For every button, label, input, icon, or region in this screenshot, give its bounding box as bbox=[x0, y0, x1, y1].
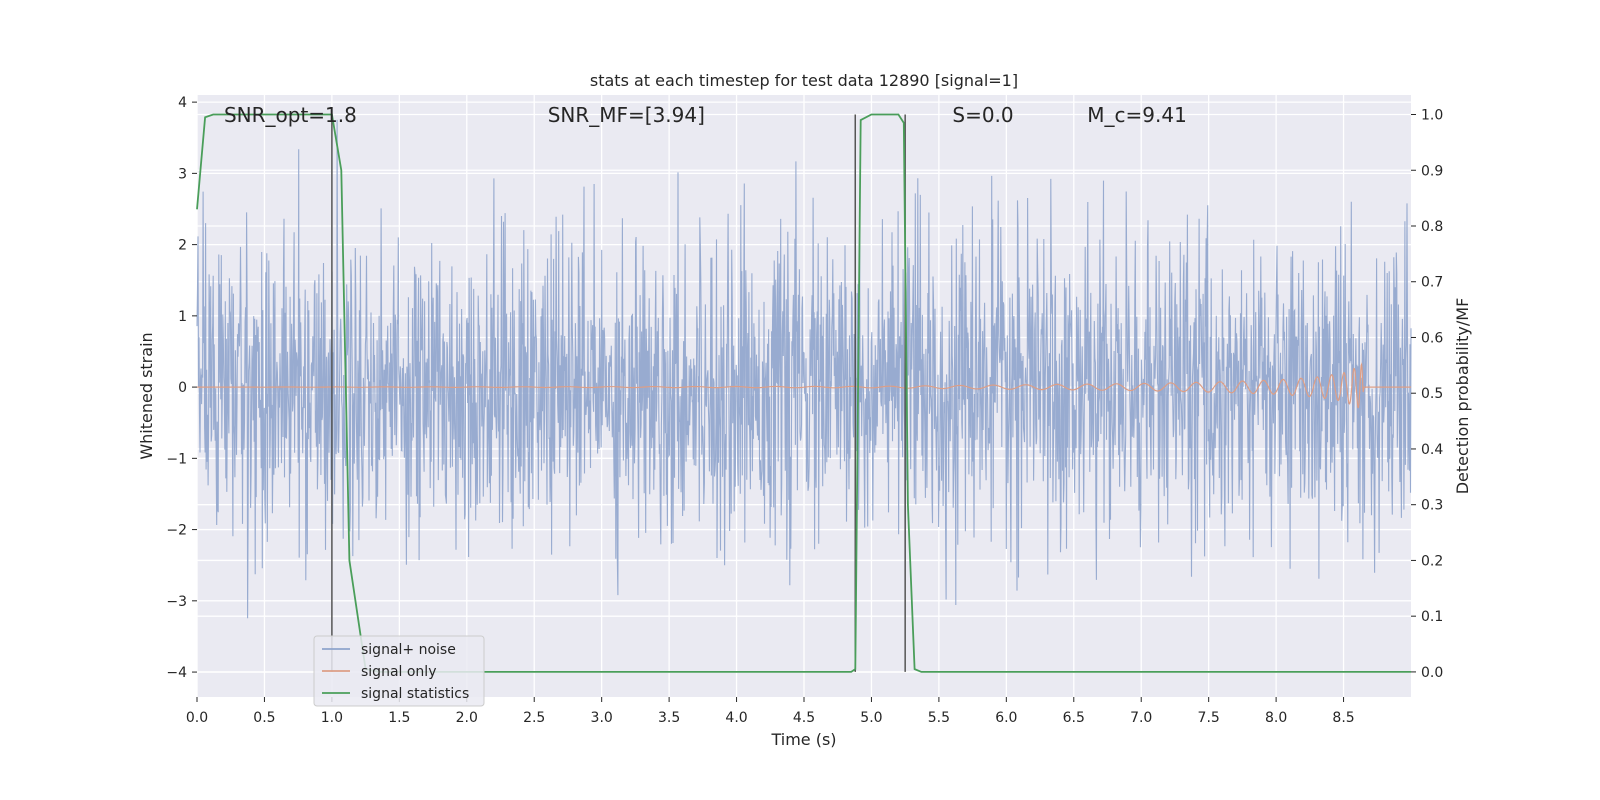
y-tick-label-right: 0.1 bbox=[1421, 609, 1443, 625]
x-tick-label: 4.5 bbox=[793, 710, 815, 726]
series-signal-only bbox=[197, 362, 1411, 409]
y-tick-label-right: 0.8 bbox=[1421, 219, 1443, 235]
y-tick-label-right: 1.0 bbox=[1421, 108, 1443, 124]
legend-label-signal-only: signal only bbox=[361, 664, 436, 680]
y-tick-label-right: 0.2 bbox=[1421, 553, 1443, 569]
y-tick-label-right: 0.0 bbox=[1421, 665, 1443, 681]
series-signal-statistics bbox=[196, 113, 1411, 673]
annotation-text: M_c=9.41 bbox=[1087, 103, 1187, 127]
x-tick-label: 7.0 bbox=[1130, 710, 1152, 726]
annotation-text: SNR_MF=[3.94] bbox=[548, 103, 705, 127]
y-tick-label-left: 0 bbox=[178, 380, 187, 396]
legend-box bbox=[313, 635, 485, 707]
y-tick-label-right: 0.4 bbox=[1421, 442, 1443, 458]
ticks: 0.0 0.5 1.0 1.5 2.0 2.5 3.0 3.5 4.0 4.5 5.0 5.5 6.0 6… bbox=[166, 95, 1443, 726]
x-tick-label: 0.5 bbox=[253, 710, 275, 726]
y-tick-label-left: 3 bbox=[178, 166, 187, 182]
x-tick-label: 6.0 bbox=[995, 710, 1017, 726]
data-layer bbox=[196, 113, 1412, 673]
annotations: SNR_opt=1.8 SNR_MF=[3.94] S=0.0 M_c=9.41 bbox=[224, 103, 1187, 127]
x-tick-label: 3.0 bbox=[591, 710, 613, 726]
x-tick-label: 1.5 bbox=[388, 710, 410, 726]
legend: signal+ noise signal only signal statist… bbox=[313, 635, 485, 707]
x-tick-label: 1.0 bbox=[321, 710, 343, 726]
y-tick-label-left: −3 bbox=[166, 594, 187, 610]
x-tick-label: 4.0 bbox=[725, 710, 747, 726]
annotation-text: SNR_opt=1.8 bbox=[224, 103, 357, 127]
y-tick-label-left: −4 bbox=[166, 665, 187, 681]
x-tick-label: 5.0 bbox=[860, 710, 882, 726]
series-signal-noise bbox=[196, 119, 1412, 619]
y-tick-label-left: 4 bbox=[178, 95, 187, 111]
chart-title: stats at each timestep for test data 128… bbox=[590, 71, 1018, 90]
y-axis-label-right: Detection probability/MF bbox=[1453, 298, 1472, 495]
x-tick-label: 8.0 bbox=[1265, 710, 1287, 726]
x-tick-label: 0.0 bbox=[186, 710, 208, 726]
y-tick-label-left: −2 bbox=[166, 523, 187, 539]
y-axis-label-left: Whitened strain bbox=[137, 332, 156, 459]
y-tick-label-left: 2 bbox=[178, 238, 187, 254]
legend-label-signal-statistics: signal statistics bbox=[361, 686, 469, 702]
y-tick-label-right: 0.7 bbox=[1421, 275, 1443, 291]
x-tick-label: 3.5 bbox=[658, 710, 680, 726]
y-tick-label-right: 0.5 bbox=[1421, 386, 1443, 402]
x-tick-label: 2.5 bbox=[523, 710, 545, 726]
annotation-text: S=0.0 bbox=[952, 103, 1013, 127]
y-tick-label-right: 0.3 bbox=[1421, 498, 1443, 514]
x-tick-label: 8.5 bbox=[1332, 710, 1354, 726]
x-tick-label: 2.0 bbox=[456, 710, 478, 726]
legend-label-signal-noise: signal+ noise bbox=[361, 642, 456, 658]
y-tick-label-right: 0.9 bbox=[1421, 163, 1443, 179]
x-tick-label: 7.5 bbox=[1198, 710, 1220, 726]
y-tick-label-left: −1 bbox=[166, 451, 187, 467]
x-tick-label: 5.5 bbox=[928, 710, 950, 726]
y-tick-label-right: 0.6 bbox=[1421, 330, 1443, 346]
y-tick-label-left: 1 bbox=[178, 309, 187, 325]
x-axis-label: Time (s) bbox=[770, 730, 836, 749]
x-tick-label: 6.5 bbox=[1063, 710, 1085, 726]
